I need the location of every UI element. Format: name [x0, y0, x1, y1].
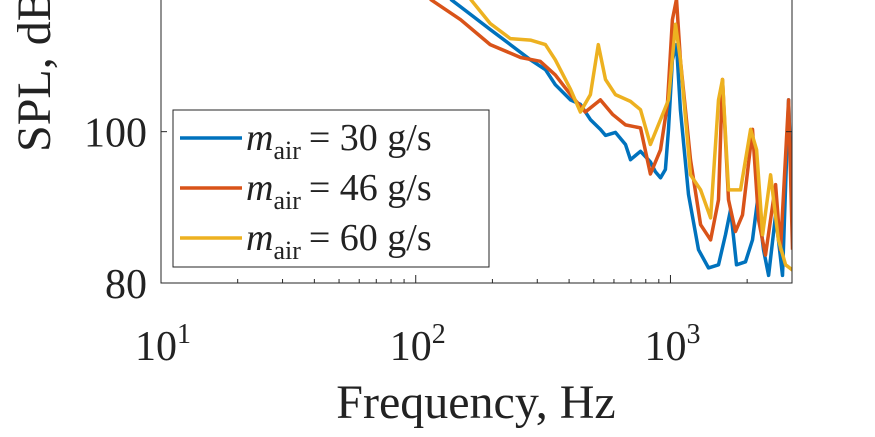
x-tick-exp: 1: [177, 319, 191, 350]
legend-entry: mair = 30 g/s: [180, 117, 432, 165]
x-tick-label: 102: [390, 319, 446, 370]
legend-symbol: m: [246, 217, 273, 259]
legend-subscript: air: [273, 236, 301, 265]
legend-value: = 46 g/s: [309, 167, 432, 209]
x-axis-label: Frequency, Hz: [336, 376, 615, 429]
legend-label: mair = 46 g/s: [246, 167, 432, 215]
axis-frame: [160, 0, 793, 284]
y-tick-label: 80: [105, 262, 147, 308]
legend-subscript: air: [273, 136, 301, 165]
legend-value: = 60 g/s: [309, 217, 432, 259]
x-tick-base: 10: [644, 324, 686, 370]
legend-label: mair = 60 g/s: [246, 217, 432, 265]
x-tick-base: 10: [135, 324, 177, 370]
y-axis-label: SPL, dB: [8, 0, 61, 152]
x-tick-label: 101: [135, 319, 191, 370]
x-tick-exp: 2: [432, 319, 446, 350]
y-tick-label: 100: [84, 111, 147, 157]
series-line-2: [469, 0, 792, 272]
legend-entry: mair = 60 g/s: [180, 217, 432, 265]
x-tick-exp: 3: [686, 319, 700, 350]
legend-symbol: m: [246, 117, 273, 159]
series-line-1: [429, 0, 792, 257]
legend-label: mair = 30 g/s: [246, 117, 432, 165]
legend-symbol: m: [246, 167, 273, 209]
legend-value: = 30 g/s: [309, 117, 432, 159]
x-tick-label: 103: [644, 319, 700, 370]
series-line-0: [449, 0, 792, 278]
x-tick-base: 10: [390, 324, 432, 370]
series-layer: [429, 0, 792, 278]
legend-entry: mair = 46 g/s: [180, 167, 432, 215]
legend-subscript: air: [273, 186, 301, 215]
